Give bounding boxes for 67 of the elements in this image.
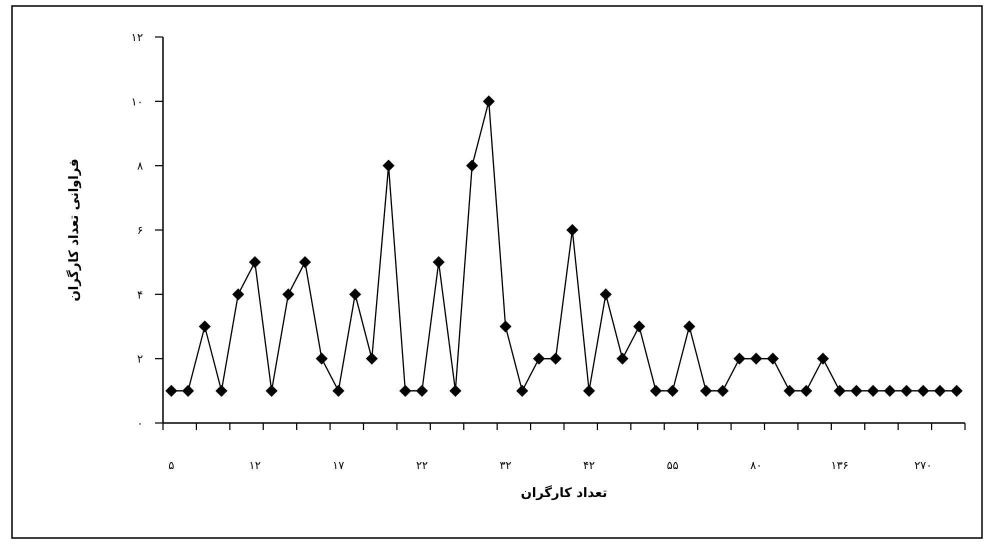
point <box>399 384 412 397</box>
point <box>766 352 779 365</box>
point <box>532 352 545 365</box>
point <box>500 320 512 332</box>
y-tick-label: ۱۲ <box>131 31 144 44</box>
point <box>516 384 528 397</box>
point <box>834 384 846 397</box>
y-tick-label: ۲ <box>137 352 144 366</box>
point <box>466 160 478 172</box>
point <box>432 256 445 268</box>
point <box>482 95 495 108</box>
point <box>900 384 913 397</box>
x-tick-label: ۳۲ <box>500 459 512 472</box>
point <box>850 384 862 397</box>
point <box>800 384 812 397</box>
point <box>349 288 362 300</box>
x-axis-title: تعداد کارگران <box>520 485 608 501</box>
point <box>917 384 930 397</box>
point <box>332 384 344 397</box>
x-tick-label: ۴۲ <box>583 459 596 472</box>
x-tick-label: ۵ <box>168 459 174 472</box>
point <box>550 352 562 365</box>
point <box>666 384 679 397</box>
point <box>282 288 294 300</box>
x-tick-label: ۸۰ <box>750 459 762 472</box>
x-tick-label: ۲۷۰ <box>914 459 932 472</box>
point <box>683 320 696 332</box>
point <box>198 320 211 332</box>
point <box>867 384 880 397</box>
point <box>299 256 312 268</box>
point <box>316 352 328 365</box>
point <box>583 384 596 397</box>
point <box>700 384 712 397</box>
point <box>784 384 796 397</box>
y-tick-label: ۴ <box>137 288 144 302</box>
point <box>215 384 228 397</box>
point <box>248 256 261 268</box>
point <box>382 160 395 172</box>
point <box>733 352 746 365</box>
point <box>232 288 244 300</box>
point <box>950 384 963 397</box>
point <box>650 384 662 397</box>
point <box>266 384 278 397</box>
point <box>716 384 729 397</box>
point <box>600 288 612 300</box>
point <box>366 352 378 365</box>
x-tick-label: ۱۷ <box>332 459 344 472</box>
point <box>633 320 646 332</box>
point <box>616 352 628 365</box>
x-tick-label: ۱۲ <box>248 459 261 472</box>
point <box>449 384 462 397</box>
point <box>884 384 896 397</box>
point <box>816 352 829 365</box>
point <box>416 384 428 397</box>
x-tick-label: ۲۲ <box>416 459 428 472</box>
y-tick-label: ۱۰ <box>131 95 143 108</box>
point <box>165 384 178 397</box>
point <box>750 352 762 365</box>
point <box>934 384 946 397</box>
y-tick-label: ۰ <box>137 417 143 430</box>
y-axis-title: فراوانی تعداد کارگران <box>66 158 82 302</box>
y-tick-label: ۶ <box>137 224 143 237</box>
y-tick-label: ۸ <box>137 160 144 173</box>
x-tick-label: ۵۵ <box>666 459 679 472</box>
point <box>566 224 578 236</box>
x-tick-label: ۱۳۶ <box>830 459 849 472</box>
point <box>182 384 194 397</box>
